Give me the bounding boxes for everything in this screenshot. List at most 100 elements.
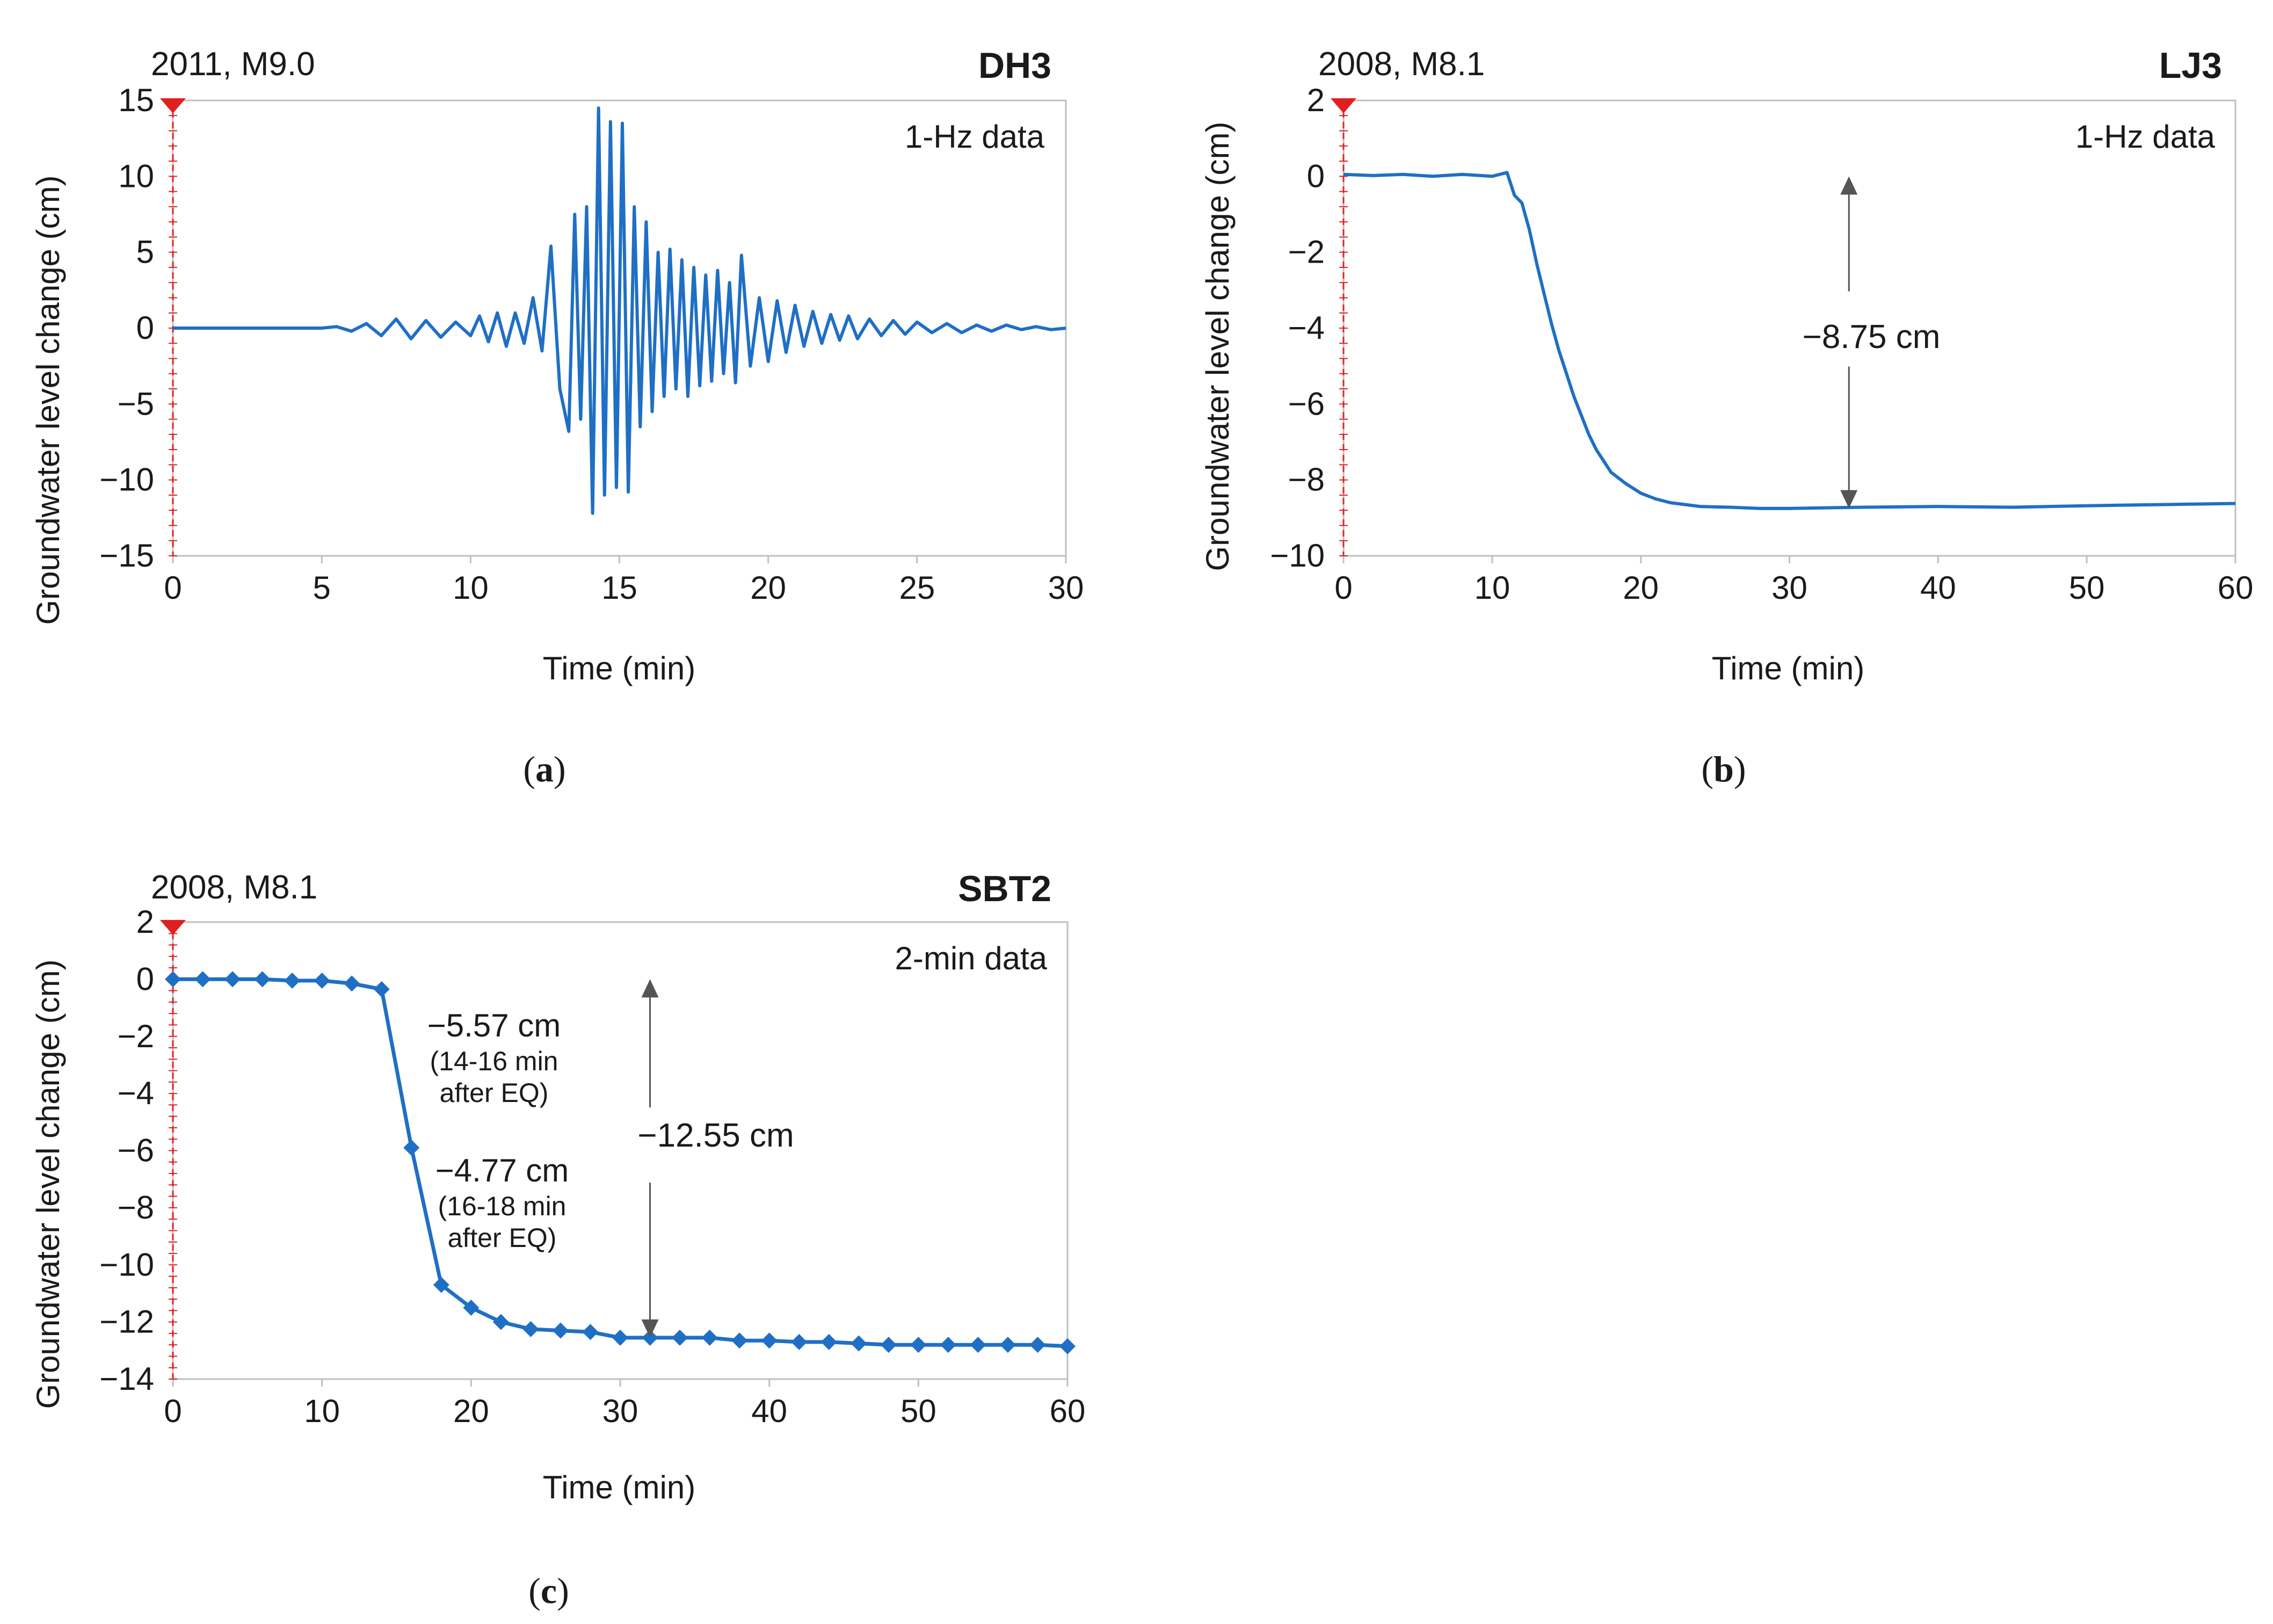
- arrow-head-down: [641, 1319, 659, 1338]
- x-tick-labels: 0 10 20 30 40 50 60: [1334, 570, 2253, 606]
- y-tick-label: −2: [118, 1018, 154, 1054]
- x-axis-label: Time (min): [543, 650, 695, 686]
- data-point: [731, 1332, 748, 1349]
- y-tick-labels: 2 0 −2 −4 −6 −8 −10 −12 −14: [99, 904, 154, 1397]
- drop-arrow: [1840, 176, 1858, 509]
- data-point: [880, 1337, 897, 1353]
- drop-note-2b: after EQ): [448, 1223, 557, 1253]
- data-point: [492, 1314, 509, 1330]
- x-tick-label: 0: [164, 1393, 181, 1429]
- panel-label-letter: b: [1713, 749, 1734, 789]
- earthquake-marker: [160, 98, 186, 113]
- data-point: [851, 1335, 867, 1352]
- x-tick-label: 20: [750, 570, 786, 606]
- data-point: [433, 1277, 449, 1293]
- series-line: [173, 106, 1066, 515]
- data-point: [1059, 1338, 1076, 1354]
- x-tick-label: 5: [313, 570, 330, 606]
- y-tick-label: 15: [118, 82, 154, 118]
- data-point: [910, 1337, 927, 1353]
- data-point: [820, 1333, 837, 1350]
- x-tick-label: 30: [602, 1393, 638, 1429]
- drop-label-2: −4.77 cm: [435, 1152, 569, 1188]
- panel-label-close: ): [557, 1570, 569, 1611]
- y-axis-label: Groundwater level change (cm): [1200, 121, 1236, 571]
- drop-note-1b: after EQ): [440, 1078, 549, 1108]
- y-tick-label: −4: [1288, 310, 1325, 346]
- y-tick-label: −10: [99, 1246, 154, 1282]
- x-tick-label: 40: [751, 1393, 787, 1429]
- panel-label-open: (: [528, 1570, 541, 1611]
- x-tick-label: 15: [601, 570, 637, 606]
- y-tick-label: 0: [136, 961, 154, 997]
- y-tick-label: −5: [118, 386, 154, 422]
- x-tick-label: 30: [1771, 570, 1807, 606]
- y-tick-label: 2: [136, 904, 154, 940]
- data-note: 1-Hz data: [905, 119, 1045, 155]
- data-point: [344, 975, 360, 992]
- data-point: [314, 973, 330, 989]
- panel-label-open: (: [1701, 749, 1713, 789]
- x-tick-label: 30: [1048, 570, 1084, 606]
- data-point: [940, 1337, 956, 1353]
- y-tick-label: 0: [136, 310, 154, 346]
- y-tick-label: −6: [118, 1133, 154, 1169]
- x-tick-label: 0: [1334, 570, 1352, 606]
- data-point: [284, 973, 301, 989]
- panel-label: (c): [528, 1570, 569, 1611]
- earthquake-marker: [1331, 98, 1356, 113]
- y-tick-label: 5: [136, 234, 154, 270]
- x-axis-label: Time (min): [1712, 650, 1864, 686]
- drop-label: −8.75 cm: [1803, 318, 1941, 356]
- panel-label-letter: a: [535, 749, 554, 789]
- data-point: [791, 1333, 808, 1350]
- data-point: [165, 971, 181, 988]
- chart-panel-b: 2008, M8.1 LJ3 1-Hz data Groundwater lev…: [1200, 45, 2253, 789]
- data-point: [612, 1329, 628, 1346]
- x-tick-label: 10: [1474, 570, 1510, 606]
- x-tick-label: 40: [1920, 570, 1956, 606]
- panel-label-close: ): [1734, 749, 1746, 789]
- data-point: [701, 1329, 718, 1346]
- data-point: [403, 1140, 420, 1156]
- x-tick-label: 20: [1623, 570, 1659, 606]
- chart-panel-a: 2011, M9.0 DH3 1-Hz data Groundwater lev…: [30, 45, 1084, 789]
- series-line: [173, 977, 1068, 1349]
- earthquake-marker: [160, 920, 186, 935]
- data-point: [224, 971, 241, 988]
- drop-note-2a: (16-18 min: [438, 1191, 567, 1221]
- x-tick-labels: 0 5 10 15 20 25 30: [164, 570, 1084, 606]
- arrow-head-up: [1840, 176, 1858, 195]
- plot-frame: [172, 921, 1069, 1380]
- station-label: SBT2: [958, 868, 1051, 909]
- station-label: LJ3: [2159, 45, 2222, 86]
- y-tick-label: −10: [1270, 538, 1325, 574]
- data-point: [761, 1332, 778, 1349]
- x-tick-labels: 0 10 20 30 40 50 60: [164, 1393, 1085, 1429]
- y-tick-label: −12: [99, 1304, 154, 1340]
- drop-note-1a: (14-16 min: [430, 1046, 558, 1076]
- data-point: [194, 971, 211, 988]
- event-label: 2008, M8.1: [151, 869, 317, 906]
- y-tick-label: −14: [99, 1361, 154, 1397]
- y-axis-label: Groundwater level change (cm): [30, 959, 66, 1409]
- data-point: [999, 1337, 1016, 1353]
- x-tick-label: 0: [164, 570, 181, 606]
- y-tick-label: −4: [118, 1075, 154, 1111]
- data-point: [1029, 1337, 1046, 1353]
- x-tick-label: 50: [901, 1393, 936, 1429]
- data-note: 2-min data: [895, 940, 1048, 976]
- x-axis-label: Time (min): [543, 1469, 695, 1505]
- plot-area: [160, 98, 1067, 563]
- y-tick-label: 0: [1307, 158, 1325, 194]
- x-tick-label: 60: [2218, 570, 2254, 606]
- data-point: [254, 971, 271, 988]
- station-label: DH3: [978, 45, 1051, 86]
- plot-area: [160, 920, 1076, 1387]
- x-tick-label: 60: [1050, 1393, 1086, 1429]
- arrow-head-down: [1840, 490, 1858, 509]
- y-tick-label: −8: [118, 1190, 154, 1226]
- data-point: [582, 1324, 599, 1340]
- y-tick-label: −10: [99, 462, 154, 498]
- data-point: [552, 1322, 569, 1339]
